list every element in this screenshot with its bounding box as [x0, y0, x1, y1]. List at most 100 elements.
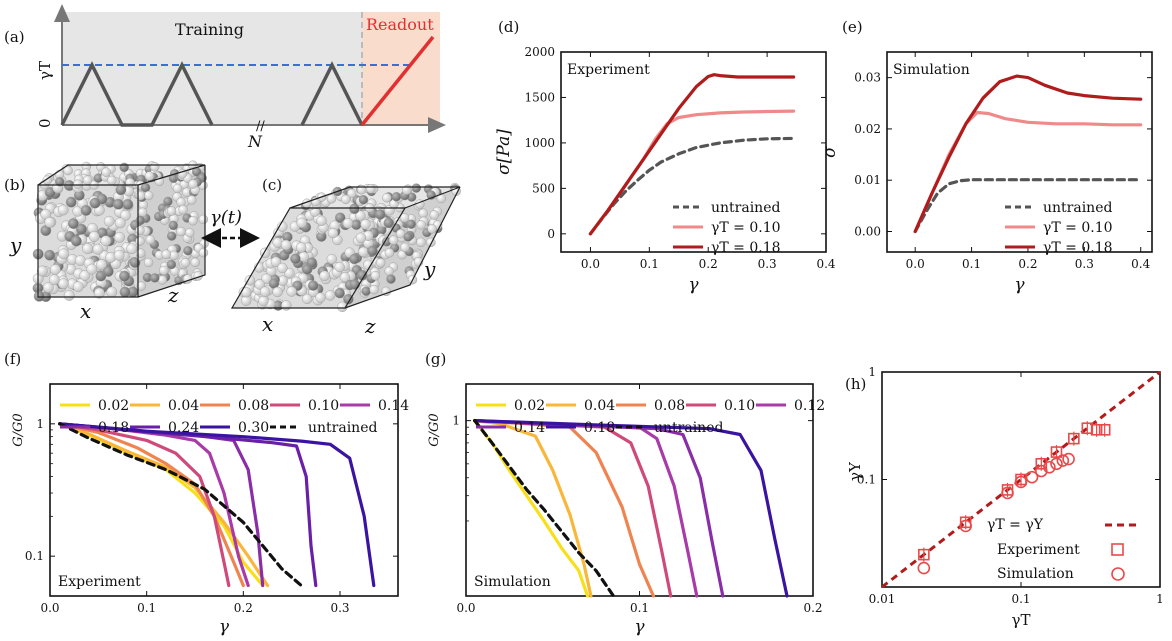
legend-label: 0.30 [238, 420, 269, 436]
particle [370, 271, 381, 281]
panel-label-g: (g) [425, 350, 446, 368]
particle [360, 219, 371, 230]
x-tick-label: 0.1 [137, 601, 156, 615]
series-line-0.04 [473, 419, 593, 598]
x-axis-label: γ [688, 275, 699, 295]
x-tick-label: 0.0 [456, 601, 475, 615]
x-tick-label: 0.2 [699, 257, 718, 271]
y-axis-label: G/G0 [11, 413, 26, 446]
particle [399, 212, 410, 223]
legend-label: untrained [308, 420, 377, 436]
legend-label: 0.08 [654, 398, 685, 414]
particle [102, 265, 114, 277]
legend-label: γT = 0.10 [711, 220, 781, 236]
particle [57, 204, 69, 216]
charts-layer: 0.0 0.1 0.2 0.3 0.4 0 500 1000 1500 2000 Experimen… [11, 45, 1164, 637]
y-tick-label: 0.03 [854, 71, 881, 85]
y-tick-label: 1 [452, 414, 460, 428]
particle [44, 249, 56, 261]
simulation-marker [1050, 457, 1063, 471]
particle [327, 227, 339, 239]
series-line-0.08 [58, 422, 245, 588]
particle [190, 257, 201, 268]
identity-line [881, 370, 1161, 589]
particle [369, 284, 379, 295]
particle [166, 259, 177, 270]
legend-swatch [1111, 567, 1125, 581]
particle [347, 188, 357, 199]
panel-label-b: (b) [4, 176, 25, 194]
particle [376, 258, 386, 268]
panel-label-e: (e) [842, 18, 863, 36]
particle [429, 210, 439, 220]
particle [315, 292, 326, 303]
particle [426, 237, 436, 248]
particle [358, 194, 369, 205]
x-tick-label: 1 [1156, 592, 1164, 606]
particle [402, 185, 412, 195]
simulation-marker [1056, 454, 1070, 467]
particle [57, 278, 69, 290]
particle [367, 245, 378, 257]
particle [335, 212, 346, 223]
particle [143, 190, 154, 201]
particle [112, 198, 124, 210]
panel-label-d: (d) [498, 18, 519, 36]
particle [391, 191, 402, 202]
chart-title: Experiment [567, 62, 650, 78]
particle [63, 165, 73, 176]
x-tick-label: 0.0 [906, 257, 925, 271]
particle [166, 231, 177, 241]
legend-label: 0.02 [98, 398, 129, 414]
series-line-untrained [58, 422, 303, 588]
particle [55, 176, 65, 187]
particle [341, 194, 351, 205]
panel-label-c: (c) [262, 176, 282, 194]
particle [427, 224, 437, 234]
x-tick-label: 0.1 [630, 601, 649, 615]
particle [418, 208, 428, 219]
x-tick-label: 0.4 [1131, 257, 1150, 271]
training-label: Training [175, 20, 244, 39]
particle [416, 237, 426, 248]
particle [384, 266, 394, 276]
particle [144, 171, 155, 181]
particle [406, 219, 416, 229]
particle [58, 248, 69, 260]
particle [113, 249, 125, 261]
particle [143, 257, 154, 268]
particle [65, 196, 77, 208]
particle [140, 182, 151, 193]
particle [281, 300, 292, 311]
training-cycles-left [60, 61, 214, 127]
series-line-0.24 [58, 422, 318, 588]
x-tick-label: 0.4 [816, 257, 835, 271]
legend-label: 0.08 [238, 398, 269, 414]
particle [411, 183, 421, 193]
particle [302, 293, 313, 305]
series-line-0.02 [473, 419, 590, 598]
particle [324, 290, 336, 301]
series-line-0.30 [58, 422, 376, 588]
legend-label: 0.18 [98, 420, 129, 436]
panel-labels-charts: (d) (e) (f) (g) (h) [4, 18, 866, 393]
particle [119, 162, 129, 173]
simulation-marker [1035, 464, 1048, 478]
particle [120, 209, 131, 221]
particle [48, 274, 60, 286]
cube-top-edge [37, 164, 206, 186]
series-line-T0.18 [588, 73, 796, 236]
particle [308, 280, 319, 291]
legend-label: untrained [1043, 200, 1112, 216]
legend-label: 0.14 [514, 420, 545, 436]
particle [135, 215, 146, 226]
particle [183, 245, 193, 256]
particle [82, 175, 93, 185]
simulation-marker [1014, 475, 1028, 489]
y-tick-label: 0 [547, 227, 555, 241]
chart-f: 0.0 0.1 0.2 0.3 1 0.1 Experiment 0.02 0.04 0.08 0.… [11, 383, 409, 637]
x-tick-label: 0.3 [330, 601, 349, 615]
particle [176, 226, 186, 237]
chart-e: 0.0 0.1 0.2 0.3 0.4 0.00 0.01 0.02 0.03 Simulatio… [820, 51, 1153, 295]
particle [106, 286, 118, 298]
